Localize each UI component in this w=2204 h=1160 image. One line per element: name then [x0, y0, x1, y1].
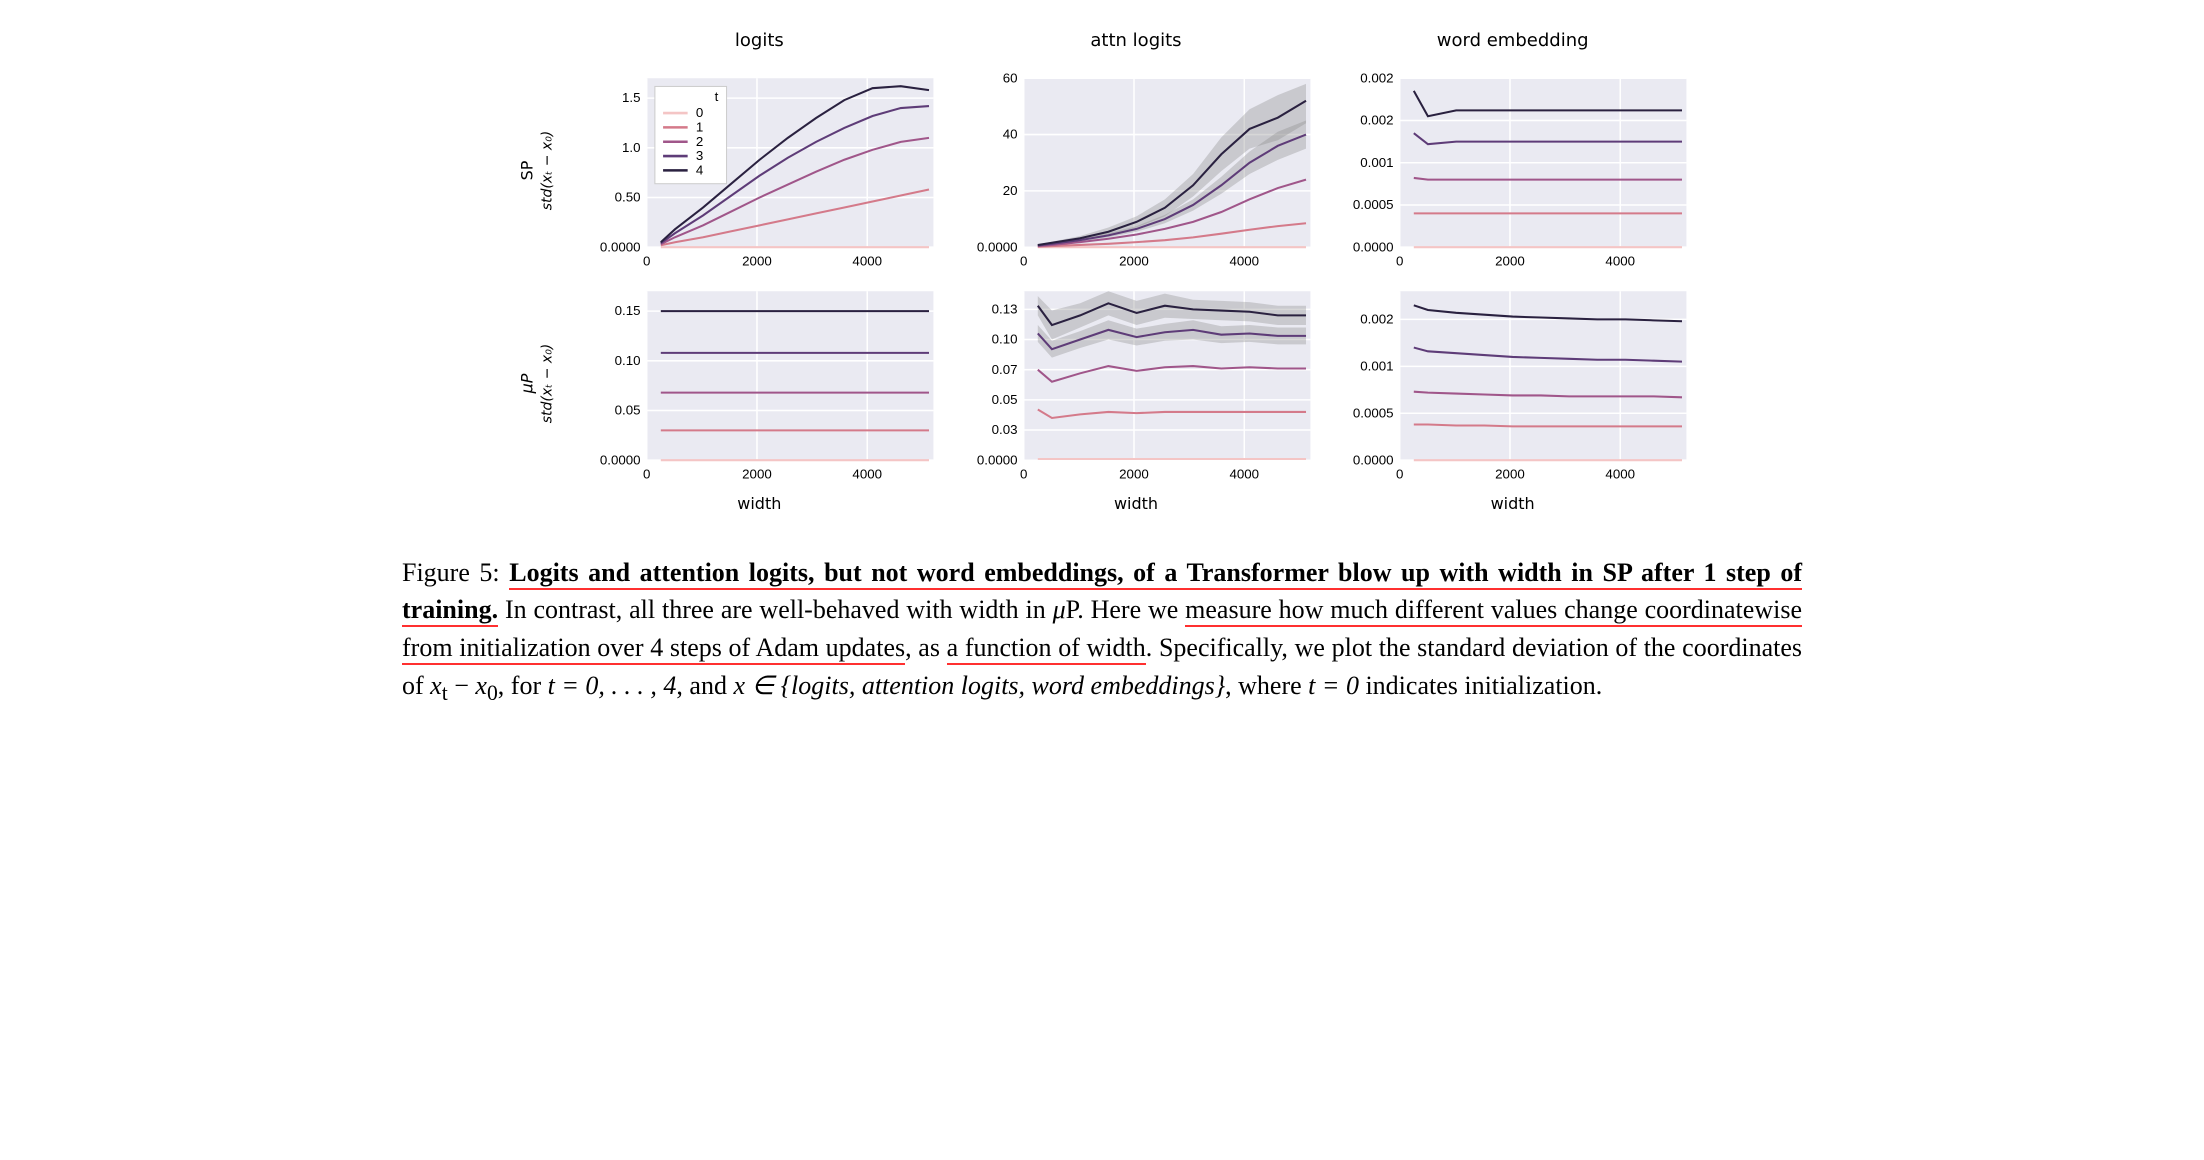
xtick-label: 0 [643, 466, 650, 481]
xlabel-1: width [575, 494, 944, 524]
xtick-label: 4000 [852, 254, 882, 269]
ytick-label: 0.0005 [1353, 405, 1394, 420]
xtick-label: 4000 [1606, 466, 1636, 481]
ytick-label: 0.0000 [977, 239, 1018, 254]
chart-svg: 0.0000 0.0005 0.001 0.002 0 2000 4000 [1328, 281, 1697, 486]
ytick-label: 0.001 [1361, 358, 1394, 373]
xtick-label: 2000 [1119, 466, 1149, 481]
caption-mu: μ [1053, 595, 1066, 624]
ytick-label: 0.0000 [977, 452, 1018, 467]
legend-title: t [715, 89, 719, 104]
ytick-label: 20 [1002, 183, 1017, 198]
ytick-label: 0.10 [615, 353, 641, 368]
caption-s2: In contrast, all three are well-behaved … [498, 595, 1053, 624]
ytick-label: 0.0000 [600, 239, 641, 254]
ytick-label: 0.0000 [600, 452, 641, 467]
chart-grid: logits attn logits word embedding SP std… [507, 30, 1697, 524]
ytick-label: 0.0000 [1353, 239, 1394, 254]
ytick-label: 0.002 [1361, 70, 1394, 85]
row-label-sp: SP std(xₜ − x₀) [507, 68, 567, 273]
legend-label: 4 [696, 162, 703, 177]
ytick-label: 0.002 [1361, 113, 1394, 128]
legend-label: 1 [696, 119, 703, 134]
caption-t0: t = 0 [1308, 671, 1359, 700]
chart-svg: 0.00000.501.01.5020004000t01234 [575, 68, 944, 273]
ytick-label: 0.15 [615, 303, 641, 318]
panel-mup-word: 0.0000 0.0005 0.001 0.002 0 2000 4000 [1328, 281, 1697, 486]
panel-sp-logits: 0.00000.501.01.5020004000t01234 [575, 68, 944, 273]
panel-sp-attn: 0.0000 20 40 60 0 2000 4000 [952, 68, 1321, 273]
ytick-label: 0.05 [615, 402, 641, 417]
row-label-sp-text: SP [518, 161, 537, 181]
plot-bg [647, 291, 934, 460]
legend-label: 0 [696, 105, 703, 120]
ytick-label: 0.002 [1361, 311, 1394, 326]
legend-label: 2 [696, 134, 703, 149]
legend-label: 3 [696, 148, 703, 163]
xlabel-2: width [952, 494, 1321, 524]
xtick-label: 2000 [1495, 254, 1525, 269]
caption-minus: − [448, 671, 476, 700]
ytick-label: 0.03 [991, 422, 1017, 437]
xtick-label: 4000 [1606, 254, 1636, 269]
xtick-label: 0 [1396, 254, 1403, 269]
caption-end: indicates initialization. [1359, 671, 1602, 700]
caption-x2: x [475, 671, 487, 700]
caption-xin: x ∈ {logits, attention logits, word embe… [733, 671, 1225, 700]
ytick-label: 0.0005 [1353, 197, 1394, 212]
col-title-attn: attn logits [952, 30, 1321, 60]
ytick-label: 1.5 [622, 90, 641, 105]
caption-for: , for [498, 671, 548, 700]
xtick-label: 2000 [1119, 254, 1149, 269]
figure-caption: Figure 5: Logits and attention logits, b… [402, 554, 1802, 710]
ytick-label: 0.05 [991, 392, 1017, 407]
xtick-label: 0 [1396, 466, 1403, 481]
xtick-label: 4000 [1229, 466, 1259, 481]
chart-svg: 0.0000 0.0005 0.001 0.002 0.002 0 2000 4000 [1328, 68, 1697, 273]
row-label-mup: μP std(xₜ − x₀) [507, 281, 567, 486]
ytick-label: 1.0 [622, 140, 641, 155]
caption-where: , where [1225, 671, 1308, 700]
chart-svg: 0.0000 20 40 60 0 2000 4000 [952, 68, 1321, 273]
caption-x1: x [430, 671, 442, 700]
ytick-label: 40 [1002, 127, 1017, 142]
ytick-label: 0.13 [991, 301, 1017, 316]
figure-number: Figure 5: [402, 558, 500, 587]
panel-mup-logits: 0.0000 0.05 0.10 0.15 0 2000 4000 [575, 281, 944, 486]
xtick-label: 2000 [742, 254, 772, 269]
caption-u3: a function of width [947, 633, 1146, 665]
ytick-label: 0.001 [1361, 155, 1394, 170]
chart-svg: 0.0000 0.03 0.05 0.07 0.10 0.13 0 2000 4000 [952, 281, 1321, 486]
ytick-label: 0.50 [615, 190, 641, 205]
caption-comma: , as [905, 633, 947, 662]
col-title-logits: logits [575, 30, 944, 60]
row-sub-label-mup: std(xₜ − x₀) [540, 343, 556, 423]
xtick-label: 0 [1020, 254, 1027, 269]
caption-sub-0: 0 [487, 681, 498, 705]
caption-teq: t = 0, . . . , 4 [548, 671, 677, 700]
col-title-word: word embedding [1328, 30, 1697, 60]
figure-container: logits attn logits word embedding SP std… [402, 30, 1802, 709]
ytick-label: 0.10 [991, 331, 1017, 346]
ytick-label: 60 [1002, 70, 1017, 85]
caption-p: P. Here we [1066, 595, 1186, 624]
xtick-label: 2000 [742, 466, 772, 481]
ytick-label: 0.0000 [1353, 452, 1394, 467]
row-sub-label-sp: std(xₜ − x₀) [540, 131, 556, 211]
panel-sp-word: 0.0000 0.0005 0.001 0.002 0.002 0 2000 4000 [1328, 68, 1697, 273]
panel-mup-attn: 0.0000 0.03 0.05 0.07 0.10 0.13 0 2000 4000 [952, 281, 1321, 486]
chart-svg: 0.0000 0.05 0.10 0.15 0 2000 4000 [575, 281, 944, 486]
row-label-mup-text: μP [518, 373, 537, 393]
caption-and: , and [676, 671, 733, 700]
xlabel-3: width [1328, 494, 1697, 524]
xtick-label: 0 [1020, 466, 1027, 481]
xtick-label: 2000 [1495, 466, 1525, 481]
xtick-label: 0 [643, 254, 650, 269]
xtick-label: 4000 [1229, 254, 1259, 269]
xtick-label: 4000 [852, 466, 882, 481]
ytick-label: 0.07 [991, 362, 1017, 377]
